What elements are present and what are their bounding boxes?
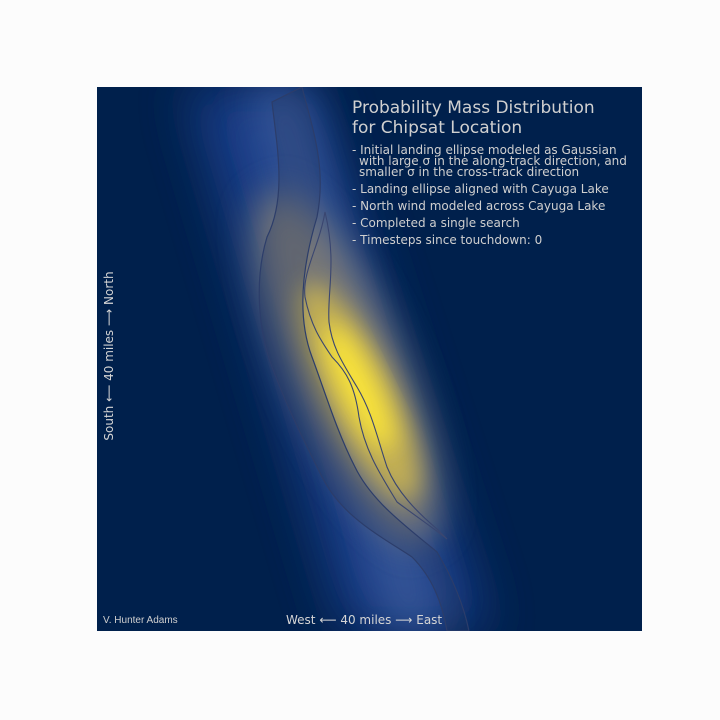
lake-inner-boundary bbox=[304, 211, 448, 540]
annotation-1-line-3: smaller σ in the cross-track direction bbox=[359, 165, 580, 179]
annotation-4: - Completed a single search bbox=[352, 216, 520, 230]
cayuga-lake-regions bbox=[258, 87, 470, 631]
density-peak bbox=[324, 323, 394, 451]
annotation-3: - North wind modeled across Cayuga Lake bbox=[352, 199, 606, 213]
author-credit: V. Hunter Adams bbox=[103, 615, 178, 626]
heatmap-plot-area bbox=[97, 87, 642, 631]
annotation-1-line-2: with large σ in the along-track directio… bbox=[359, 154, 627, 168]
lake-outer-region bbox=[258, 87, 470, 631]
x-axis-label: West ⟵ 40 miles ⟶ East bbox=[286, 613, 443, 627]
annotation-5: - Timesteps since touchdown: 0 bbox=[352, 233, 543, 247]
annotation-2: - Landing ellipse aligned with Cayuga La… bbox=[352, 182, 609, 196]
annotation-1-line-1: - Initial landing ellipse modeled as Gau… bbox=[352, 143, 617, 157]
y-axis-label: South ⟵ 40 miles ⟶ North bbox=[102, 271, 116, 441]
chart-title-line-1: Probability Mass Distribution bbox=[352, 98, 595, 118]
heatmap-svg bbox=[97, 87, 642, 631]
heatmap-density-layers bbox=[187, 87, 487, 631]
chart-title-line-2: for Chipsat Location bbox=[352, 118, 523, 138]
